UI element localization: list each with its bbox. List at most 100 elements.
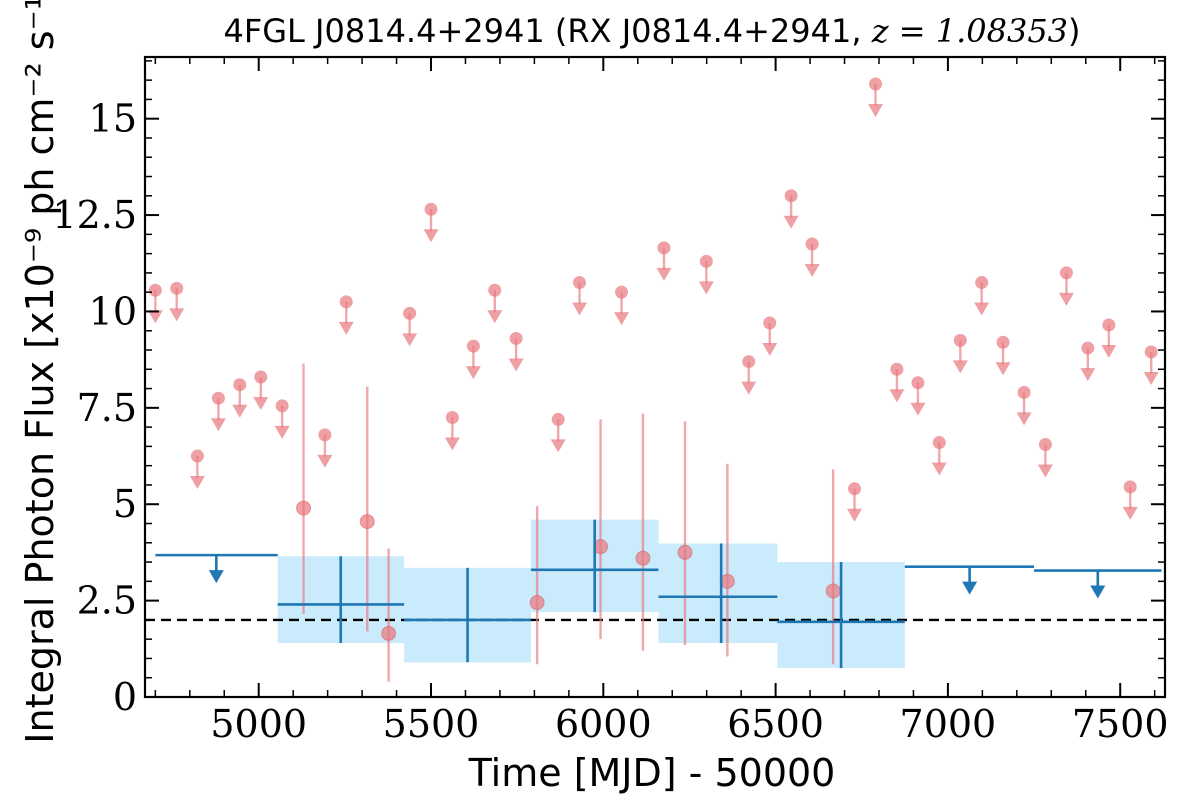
y-tick-label: 12.5 [52, 193, 137, 237]
short-bin-limit-point [424, 202, 438, 216]
short-bin-upper-limit [444, 410, 460, 451]
long-bin-detection [777, 562, 905, 669]
short-bin-upper-limit [508, 331, 524, 372]
short-bin-limit-arrow [783, 215, 799, 229]
short-bin-limit-arrow [338, 321, 354, 335]
long-bin-upper-limit [155, 553, 278, 584]
short-bin-limit-point [996, 335, 1010, 349]
short-bin-upper-limit [952, 333, 968, 374]
short-bin-limit-arrow [1016, 412, 1032, 426]
short-bin-upper-limit [232, 378, 248, 418]
long-bin-band [658, 543, 778, 644]
short-bin-limit-point [1102, 318, 1116, 332]
short-bin-limit-arrow [572, 302, 588, 316]
short-bin-upper-limit [274, 399, 290, 439]
short-bin-limit-point [953, 333, 967, 347]
short-bin-upper-limit [338, 295, 354, 335]
short-bin-limit-point [615, 285, 629, 299]
short-bin-limit-arrow [656, 267, 672, 281]
short-bin-limit-arrow [402, 333, 418, 347]
short-bin-limit-arrow [1101, 344, 1117, 358]
short-bin-limit-point [1081, 341, 1095, 355]
short-bin-limit-point [911, 376, 925, 390]
y-tick-label: 10 [89, 289, 137, 333]
short-bin-limit-point [699, 254, 713, 268]
short-bin-detection [635, 413, 651, 651]
short-bin-limit-point [1144, 345, 1158, 359]
short-bin-point [359, 514, 375, 530]
short-bin-limit-arrow [423, 229, 439, 243]
short-bin-upper-limit [1122, 480, 1138, 520]
short-bin-limit-arrow [232, 404, 248, 418]
short-bin-limit-arrow [698, 281, 714, 295]
short-bin-limit-point [975, 276, 989, 290]
short-bin-limit-point [742, 355, 756, 369]
short-bin-detection [719, 463, 735, 657]
short-bin-upper-limit [465, 339, 481, 380]
short-bin-upper-limit [974, 276, 990, 316]
short-bin-upper-limit [402, 306, 418, 347]
short-bin-limit-point [657, 241, 671, 255]
y-tick-label: 0 [113, 675, 137, 719]
short-bin-limit-point [190, 449, 204, 463]
short-bin-point [296, 500, 312, 516]
short-bin-point [719, 573, 735, 589]
chart-title: 4FGL J0814.4+2941 (RX J0814.4+2941, z = … [223, 12, 1080, 50]
short-bin-upper-limit [572, 276, 588, 316]
x-tick-label: 7500 [1072, 702, 1169, 746]
short-bin-limit-point [488, 283, 502, 297]
y-tick-label: 5 [113, 482, 137, 526]
x-axis-label: Time [MJD] - 50000 [468, 751, 836, 795]
short-bin-upper-limit [762, 316, 778, 357]
short-bin-upper-limit [889, 362, 905, 403]
short-bin-limit-arrow [210, 418, 226, 432]
short-bin-limit-arrow [1143, 371, 1159, 385]
short-bin-detection [529, 506, 545, 665]
chart-title-redshift: z = 1.08353 [871, 12, 1068, 50]
short-bin-point [635, 550, 651, 566]
short-bin-upper-limit [910, 376, 926, 416]
short-bin-upper-limit [253, 370, 269, 410]
chart-title-close: ) [1068, 12, 1080, 50]
short-bin-limit-arrow [465, 366, 481, 380]
short-bin-limit-arrow [995, 362, 1011, 376]
short-bin-detection [677, 421, 693, 645]
short-bin-upper-limit [1016, 385, 1032, 426]
short-bin-limit-point [784, 189, 798, 203]
short-bin-upper-limit [847, 482, 863, 522]
short-bin-limit-point [1059, 266, 1073, 280]
short-bin-upper-limit [169, 281, 185, 322]
y-tick-label: 7.5 [77, 386, 137, 430]
short-bin-limit-point [233, 378, 247, 392]
short-bin-limit-arrow [847, 508, 863, 522]
short-bin-detection [296, 363, 312, 615]
short-bin-limit-point [869, 77, 883, 91]
short-bin-limit-arrow [804, 263, 820, 277]
short-bin-limit-arrow [508, 358, 524, 372]
short-bin-limit-point [551, 412, 565, 426]
short-bin-limit-arrow [1058, 292, 1074, 306]
short-bin-upper-limit [550, 412, 566, 453]
short-bin-limit-point [805, 237, 819, 251]
short-bin-limit-arrow [910, 402, 926, 416]
short-bin-detection [381, 548, 397, 682]
short-bin-limit-arrow [550, 439, 566, 453]
plot-area: 5000 5500 6000 6500 7000 7500 0 2.5 5 7.5 10 12.5 15 [52, 55, 1169, 746]
short-bin-upper-limit [783, 189, 799, 229]
long-bin-limit-arrow [1090, 585, 1106, 599]
short-bin-upper-limit [1080, 341, 1096, 382]
short-bin-detection [825, 469, 841, 665]
short-bin-limit-arrow [952, 360, 968, 374]
short-bin-limit-point [445, 410, 459, 424]
short-bin-upper-limit [189, 449, 205, 490]
short-bin-point [825, 583, 841, 599]
chart-title-name: 4FGL J0814.4+2941 (RX J0814.4+2941, [223, 12, 871, 50]
short-bin-limit-point [509, 331, 523, 345]
x-tick-label: 7000 [900, 702, 997, 746]
short-bin-limit-point [890, 362, 904, 376]
short-bin-upper-limit [423, 202, 439, 243]
short-bin-limit-arrow [931, 462, 947, 476]
short-bin-point [529, 595, 545, 611]
short-bin-upper-limit [995, 335, 1011, 376]
y-tick-label: 15 [89, 97, 137, 141]
